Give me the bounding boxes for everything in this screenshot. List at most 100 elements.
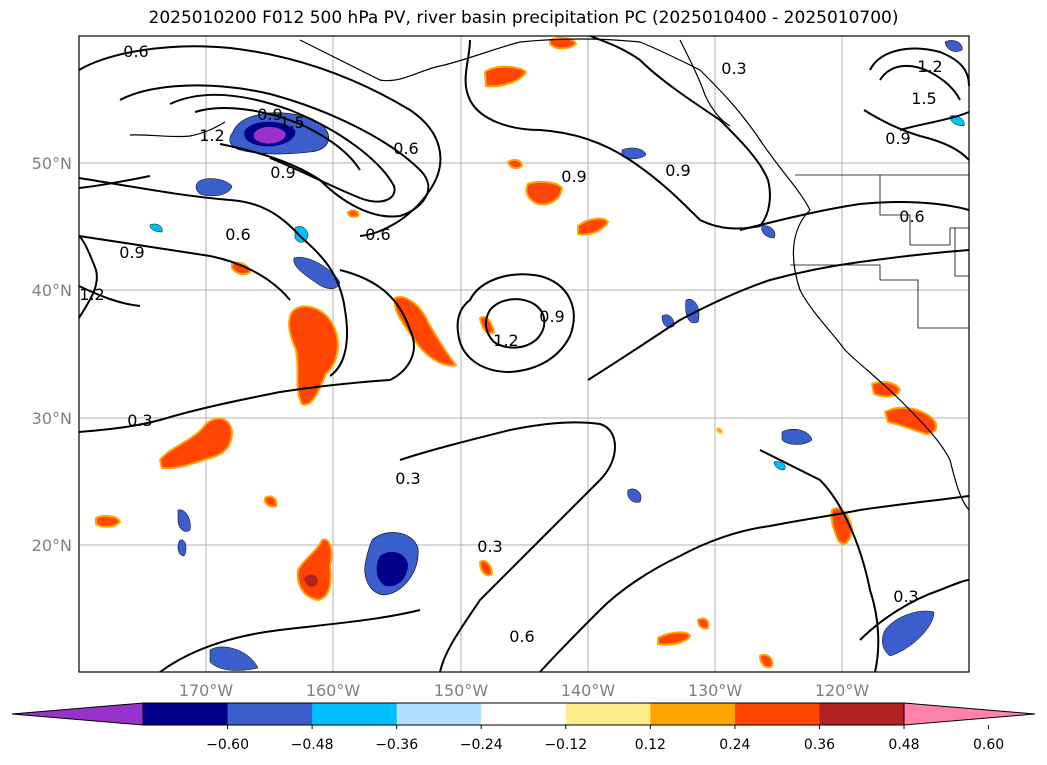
precip-positive-region [95,514,122,528]
contour-label: 1.5 [911,89,936,108]
contour-label: 1.2 [199,126,224,145]
colorbar-tick-label: −0.24 [460,737,503,753]
colorbar-tick-label: 0.12 [635,737,666,753]
contour-label: 0.3 [127,411,152,430]
precip-positive-region [830,507,854,545]
contour-label: 0.9 [561,167,586,186]
pv-contours [78,35,970,673]
precip-positive-region [577,217,610,236]
precip-negative-region [773,461,786,471]
colorbar-segment [650,703,736,725]
precip-positive-region [715,426,724,435]
precip-positive-region [263,495,278,508]
coastlines [129,38,970,511]
precip-negative-region [685,298,700,324]
lon-label: 150°W [434,681,489,700]
contour-label: 0.3 [893,587,918,606]
contour-label: 0.9 [119,243,144,262]
map-area [79,36,969,672]
colorbar-tick-label: 0.36 [804,737,835,753]
latitude-labels: 20°N 30°N 40°N 50°N [32,154,72,555]
precip-positive-region [549,36,578,50]
precip-negative-region [195,178,233,197]
lon-label: 170°W [179,681,234,700]
precip-negative-region [293,256,341,289]
lat-label: 50°N [32,154,72,173]
contour-label: 0.6 [509,627,534,646]
precip-negative-region [882,610,935,657]
precip-positive-region [393,296,458,367]
colorbar-extend-max [903,702,1036,726]
precip-negative-region [209,646,259,671]
colorbar-extend-min [11,702,144,726]
precip-positive-region [758,653,774,669]
graticule [79,36,969,672]
contour-label: 1.2 [79,285,104,304]
lat-label: 20°N [32,536,72,555]
precip-positive-region [478,560,494,577]
colorbar-segment [312,703,398,725]
precip-positive-region [870,381,902,398]
precip-negative-region [294,226,309,243]
colorbar-segment [143,703,229,725]
contour-label: 0.6 [393,139,418,158]
contour-label: 0.9 [665,161,690,180]
precip-negative-region [661,314,675,328]
lon-label: 130°W [688,681,743,700]
contour-label: 0.9 [270,163,295,182]
colorbar-tick-label: 0.60 [973,737,1004,753]
colorbar-tick-label: −0.48 [291,737,334,753]
contour-label: 0.3 [477,537,502,556]
precip-negative-region [781,429,813,445]
contour-label: 1.5 [279,113,304,132]
contour-label: 0.9 [257,105,282,124]
colorbar-segment [227,703,313,725]
contour-label: 0.6 [123,42,148,61]
colorbar-tick-label: −0.36 [375,737,418,753]
precip-negative-region [944,40,963,52]
precipitation-shading [95,36,965,671]
precip-positive-core [304,574,318,587]
precip-positive-region [158,417,234,470]
precip-negative-region [149,223,163,233]
colorbar-segment [819,703,905,725]
precip-negative-core [376,551,408,587]
precip-positive-region [346,209,360,218]
lon-label: 160°W [306,681,361,700]
colorbar-tick-label: 0.48 [888,737,919,753]
contour-label: 1.2 [917,57,942,76]
contour-labels: 0.6 1.2 1.5 0.9 0.6 0.6 0.9 0.6 0.9 1.2 … [79,42,942,646]
country-borders [790,174,969,329]
contour-label: 0.6 [365,225,390,244]
longitude-labels: 170°W 160°W 150°W 140°W 130°W 120°W [179,681,870,700]
lon-label: 140°W [561,681,616,700]
colorbar-segment [734,703,820,725]
precip-positive-region [657,631,692,646]
precip-positive-region [696,617,710,630]
contour-label: 0.6 [225,225,250,244]
colorbar-segment [565,703,651,725]
precip-positive-region [288,305,339,406]
lat-label: 30°N [32,409,72,428]
precip-negative-region [627,488,642,503]
contour-label: 0.3 [721,59,746,78]
precip-negative-region [177,509,191,532]
precip-positive-region [506,158,524,170]
precip-positive-region [296,538,333,602]
lon-label: 120°W [815,681,870,700]
chart-title: 2025010200 F012 500 hPa PV, river basin … [148,8,899,28]
contour-label: 1.2 [493,331,518,350]
contour-label: 0.6 [899,207,924,226]
contour-label: 0.3 [395,469,420,488]
colorbar-segment [481,703,567,725]
contour-label: 0.9 [539,307,564,326]
precip-negative-region [761,225,776,239]
precip-positive-region [883,406,938,436]
lat-label: 40°N [32,281,72,300]
colorbar-tick-label: 0.24 [719,737,750,753]
precip-positive-region [231,261,252,276]
colorbar: −0.60 −0.48 −0.36 −0.24 −0.12 0.12 0.24 0.36 0.4… [11,702,1036,753]
precip-positive-region [478,316,496,335]
map-frame [78,35,970,673]
